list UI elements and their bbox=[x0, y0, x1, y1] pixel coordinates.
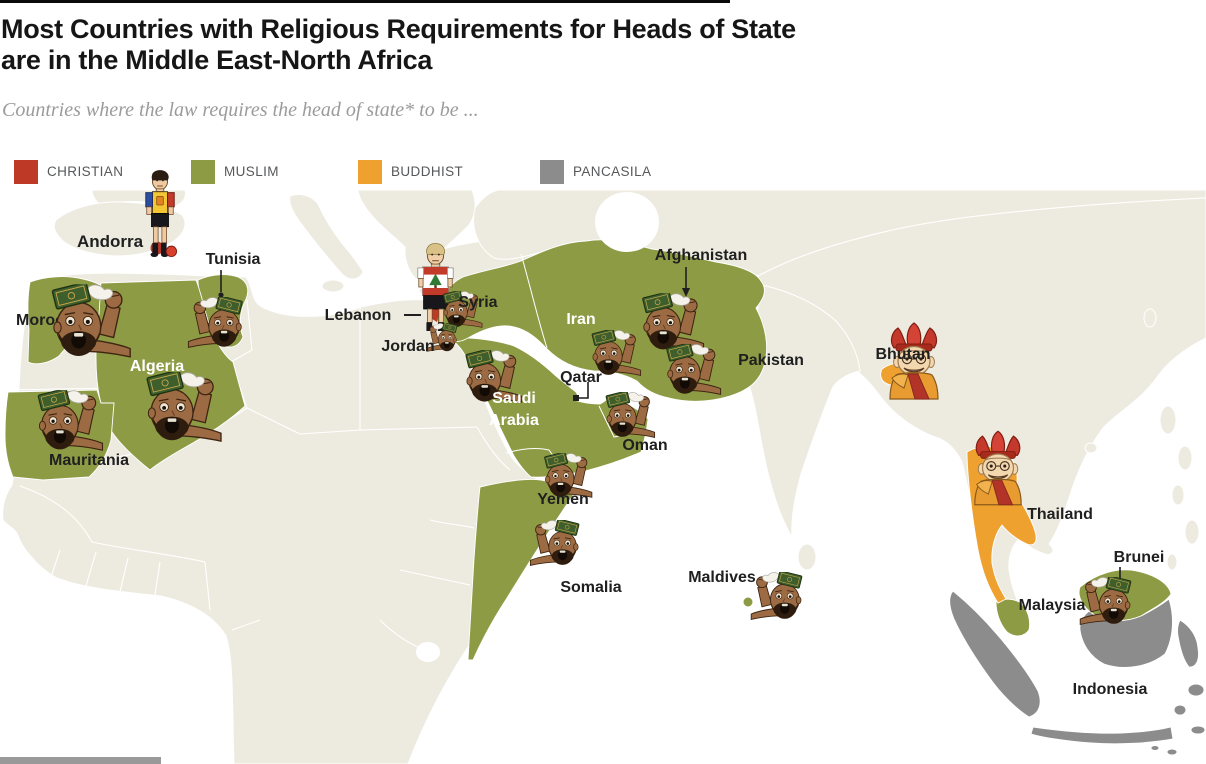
label-indonesia: Indonesia bbox=[1072, 681, 1148, 698]
map-area: Andorra Tunisia Morocco Algeria Mauritan… bbox=[0, 190, 1206, 764]
label-thailand: Thailand bbox=[1027, 506, 1093, 523]
muslim-figure-maldives bbox=[750, 572, 810, 620]
border-yemen bbox=[505, 448, 562, 468]
muslim-figure-pakistan bbox=[658, 344, 722, 395]
muslim-figure-somalia bbox=[529, 520, 587, 566]
page-title: Most Countries with Religious Requiremen… bbox=[1, 14, 796, 76]
land-hainan bbox=[1084, 442, 1098, 454]
landmasses bbox=[2, 190, 1206, 764]
label-syria: Syria bbox=[458, 294, 498, 311]
country-shape-indonesia-island-5 bbox=[1166, 748, 1178, 756]
top-rule bbox=[0, 0, 730, 3]
label-maldives: Maldives bbox=[688, 569, 756, 586]
qatar-leader-dot bbox=[573, 395, 579, 401]
country-shape-sulawesi bbox=[1177, 619, 1199, 668]
label-iran: Iran bbox=[566, 311, 596, 328]
country-shape-malaysia bbox=[995, 598, 1031, 637]
label-saudi-arabia-line2: Arabia bbox=[489, 412, 539, 429]
country-shape-indonesia-island-2 bbox=[1173, 704, 1187, 716]
subtitle: Countries where the law requires the hea… bbox=[2, 99, 479, 121]
label-bhutan: Bhutan bbox=[875, 346, 931, 363]
label-mauritania: Mauritania bbox=[48, 452, 130, 469]
country-shape-kalimantan bbox=[1079, 598, 1173, 668]
country-shape-java bbox=[1030, 726, 1174, 745]
land-taiwan bbox=[1143, 308, 1157, 328]
land-philippines-1 bbox=[1159, 405, 1177, 435]
label-qatar: Qatar bbox=[560, 369, 602, 386]
inland-water bbox=[416, 192, 659, 662]
christian-figure-andorra bbox=[141, 168, 179, 258]
country-shape-indonesia-island-3 bbox=[1190, 725, 1206, 735]
border-east-africa bbox=[379, 426, 511, 656]
country-dot-maldives bbox=[743, 597, 753, 607]
land-italy bbox=[289, 193, 364, 280]
land-philippines-4 bbox=[1184, 519, 1200, 545]
afghanistan-leader-arrowhead bbox=[682, 288, 690, 297]
legend-label-christian: CHRISTIAN bbox=[47, 164, 124, 179]
land-balkans bbox=[357, 190, 476, 280]
country-shape-sumatra bbox=[949, 590, 1041, 718]
lake-victoria bbox=[416, 642, 440, 662]
muslim-figure-brunei bbox=[1079, 577, 1139, 625]
tunisia-leader-dot bbox=[218, 292, 224, 298]
label-andorra: Andorra bbox=[76, 232, 144, 251]
label-tunisia: Tunisia bbox=[205, 251, 261, 268]
label-lebanon: Lebanon bbox=[324, 307, 392, 324]
label-brunei: Brunei bbox=[1113, 549, 1165, 566]
label-pakistan: Pakistan bbox=[738, 352, 804, 369]
label-somalia: Somalia bbox=[560, 579, 622, 596]
buddhist-figure-thailand bbox=[969, 430, 1027, 506]
buddhist-swatch bbox=[358, 159, 382, 184]
muslim-figure-tunisia bbox=[187, 297, 251, 348]
country-shape-indonesia-island-1 bbox=[1187, 683, 1205, 697]
christian-swatch bbox=[14, 159, 38, 184]
land-philippines-5 bbox=[1166, 553, 1178, 571]
label-afghanistan: Afghanistan bbox=[654, 247, 748, 264]
caspian-sea bbox=[595, 192, 659, 252]
muslim-figure-mauritania bbox=[28, 390, 104, 451]
muslim-figure-afghanistan bbox=[633, 293, 705, 351]
legend-label-muslim: MUSLIM bbox=[224, 164, 279, 179]
land-sicily bbox=[321, 279, 345, 293]
qatar-leader bbox=[579, 382, 589, 399]
land-east-asia bbox=[757, 197, 1206, 637]
land-philippines-2 bbox=[1177, 445, 1193, 471]
leader-lines bbox=[218, 267, 1121, 584]
land-sri-lanka bbox=[797, 543, 817, 571]
bottom-bar bbox=[0, 757, 161, 764]
muslim-figure-morocco bbox=[40, 284, 132, 358]
border-iraq-iran bbox=[520, 253, 548, 349]
country-shape-indonesia-island-4 bbox=[1150, 745, 1160, 751]
legend-item-pancasila: PANCASILA bbox=[540, 159, 651, 184]
legend-item-buddhist: BUDDHIST bbox=[358, 159, 463, 184]
label-saudi-arabia-line1: Saudi bbox=[492, 390, 536, 407]
muslim-figure-oman bbox=[598, 392, 656, 438]
muslim-figure-algeria bbox=[135, 372, 223, 442]
label-jordan: Jordan bbox=[381, 338, 435, 355]
label-oman: Oman bbox=[622, 437, 668, 454]
label-malaysia: Malaysia bbox=[1018, 597, 1086, 614]
label-algeria: Algeria bbox=[129, 358, 185, 375]
title-line-1: Most Countries with Religious Requiremen… bbox=[1, 14, 796, 44]
pancasila-swatch bbox=[540, 159, 564, 184]
legend-item-muslim: MUSLIM bbox=[191, 159, 279, 184]
title-line-2: are in the Middle East-North Africa bbox=[1, 45, 433, 75]
land-philippines-3 bbox=[1171, 484, 1185, 506]
muslim-swatch bbox=[191, 159, 215, 184]
legend-label-buddhist: BUDDHIST bbox=[391, 164, 464, 179]
pancasila-countries bbox=[949, 590, 1206, 756]
label-yemen: Yemen bbox=[537, 491, 589, 508]
legend-label-pancasila: PANCASILA bbox=[573, 164, 652, 179]
legend-item-christian: CHRISTIAN bbox=[14, 159, 123, 184]
